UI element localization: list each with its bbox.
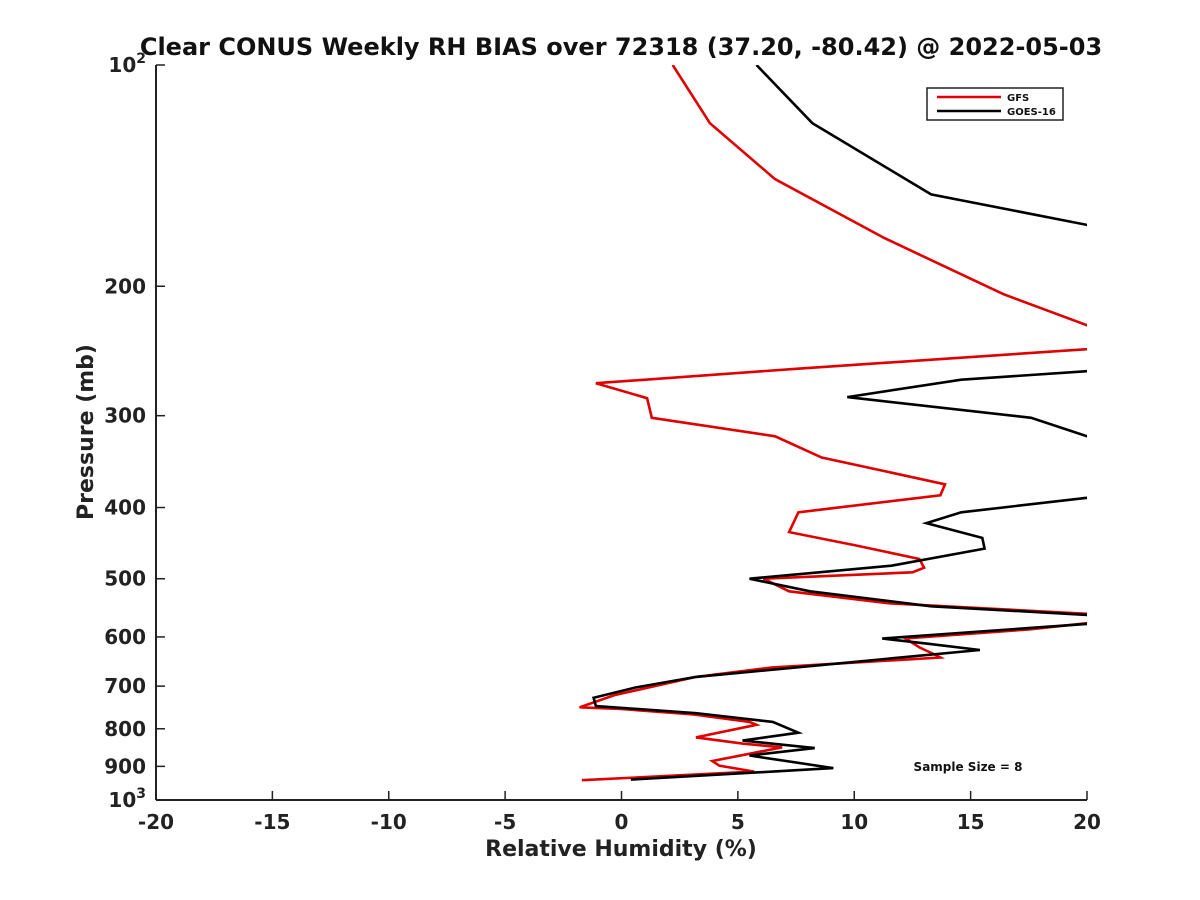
series-line-gfs (579, 65, 1087, 782)
series-group (579, 65, 1087, 782)
x-tick-label: 15 (957, 810, 985, 834)
x-tick-label: 20 (1073, 810, 1101, 834)
y-axis-label: Pressure (mb) (74, 344, 99, 520)
y-tick-label: 900 (104, 754, 146, 778)
legend: GFS GOES-16 (926, 87, 1064, 121)
x-tick-label: 0 (615, 810, 629, 834)
x-tick-label: -20 (138, 810, 174, 834)
x-tick-label: -15 (254, 810, 290, 834)
y-tick-label: 600 (104, 625, 146, 649)
y-tick-label: 400 (104, 496, 146, 520)
x-tick-label: -10 (371, 810, 407, 834)
sample-size-annotation: Sample Size = 8 (914, 760, 1023, 774)
x-tick-label: 5 (731, 810, 745, 834)
legend-box (926, 87, 1064, 121)
y-tick-label: 800 (104, 717, 146, 741)
plot-area (156, 65, 1087, 800)
y-tick-label: 700 (104, 674, 146, 698)
series-line-goes-16 (591, 65, 1087, 781)
y-tick-label: 102 (108, 51, 146, 77)
y-tick-label: 200 (104, 274, 146, 298)
chart-title: Clear CONUS Weekly RH BIAS over 72318 (3… (140, 33, 1102, 61)
y-tick-label: 500 (104, 567, 146, 591)
x-tick-label: -5 (494, 810, 516, 834)
y-tick-label: 300 (104, 404, 146, 428)
legend-label-goes16: GOES-16 (1007, 107, 1056, 118)
legend-label-gfs: GFS (1007, 93, 1029, 104)
x-axis-ticks: -20 -15 -10 -5 0 5 10 15 20 (138, 791, 1101, 834)
y-axis-ticks: 102 200 300 400 500 600 700 800 900 103 (104, 51, 165, 812)
x-axis-label: Relative Humidity (%) (485, 837, 757, 862)
y-tick-label: 103 (108, 786, 146, 812)
x-tick-label: 10 (840, 810, 868, 834)
